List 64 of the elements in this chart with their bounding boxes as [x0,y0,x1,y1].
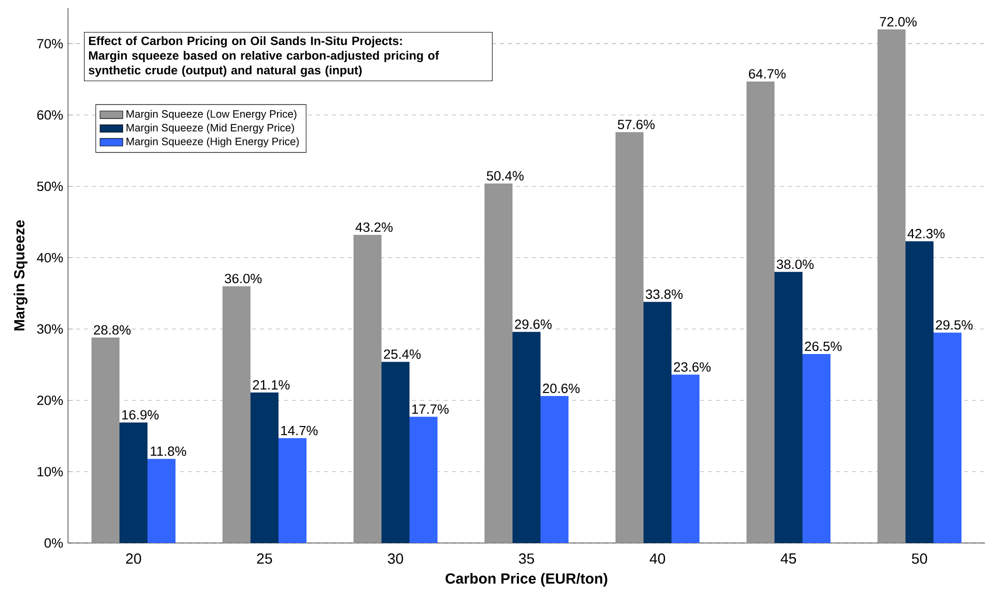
data-label: 21.1% [252,380,290,390]
bar [802,354,831,543]
bar [410,416,438,543]
bar [222,286,251,543]
y-tick-label: 30% [37,324,63,334]
bar [120,422,148,543]
x-tick-label: 40 [650,553,666,564]
data-label: 29.6% [514,319,552,329]
data-label: 14.7% [281,426,318,436]
bar [382,362,410,543]
bar [354,234,382,543]
data-label: 23.6% [674,362,711,372]
y-tick-label: 40% [36,252,63,262]
bar [250,392,279,543]
data-label: 16.9% [122,410,159,420]
x-tick-label: 50 [912,553,928,564]
data-label: 72.0% [880,17,917,26]
x-tick-label: 20 [126,553,142,564]
data-label: 29.5% [936,320,973,330]
bar [672,374,700,543]
bar [906,241,934,543]
text: Margin squeeze based on relative carbon-adjusted pricing of synthetic crude (output) and natural gas (input) [88,50,440,77]
data-label: 43.2% [356,222,393,232]
chart-title: Effect of Carbon Pricing on Oil Sands In-Situ Projects: [89,36,402,48]
bar [644,302,672,543]
data-label: 36.0% [224,274,262,284]
x-tick-label: 30 [388,553,404,564]
data-label: 64.7% [748,69,786,79]
y-tick-label: 10% [38,466,63,476]
data-label: 26.5% [804,342,842,352]
y-axis-title: Margin Squeeze [14,220,28,330]
legend-label: Margin Squeeze (Low Energy Price) [126,110,296,120]
x-tick-label: 25 [257,553,272,564]
data-label: 33.8% [646,290,683,299]
y-tick-label: 20% [37,396,63,406]
legend-label: Margin Squeeze (High Energy Price) [126,137,299,148]
bar [278,438,307,543]
data-label: 11.8% [150,446,186,456]
x-tick-label: 35 [518,553,534,564]
y-tick-label: 50% [37,182,63,192]
legend-label: Margin Squeeze (Mid Energy Price) [126,124,294,134]
bar [746,81,775,543]
bar [540,396,568,543]
data-label: 17.7% [412,404,449,414]
data-label: 20.6% [542,384,580,394]
data-label: 28.8% [94,325,131,335]
bar [92,338,120,543]
bar [774,272,803,543]
data-label: 25.4% [384,349,421,359]
y-tick-label: 60% [37,110,63,120]
data-label: 38.0% [776,260,814,269]
bar [512,332,540,543]
bar [878,29,906,543]
x-axis-title: Carbon Price (EUR/ton) [446,572,608,587]
bar [616,132,644,543]
bar [484,183,512,543]
bar [148,458,176,543]
data-label: 42.3% [908,228,945,238]
y-tick-label: 70% [37,38,63,48]
x-tick-label: 45 [780,553,796,564]
data-label: 57.6% [618,120,655,130]
data-label: 50.4% [486,171,524,181]
y-tick-label: 0% [44,538,63,548]
bar [934,332,962,543]
